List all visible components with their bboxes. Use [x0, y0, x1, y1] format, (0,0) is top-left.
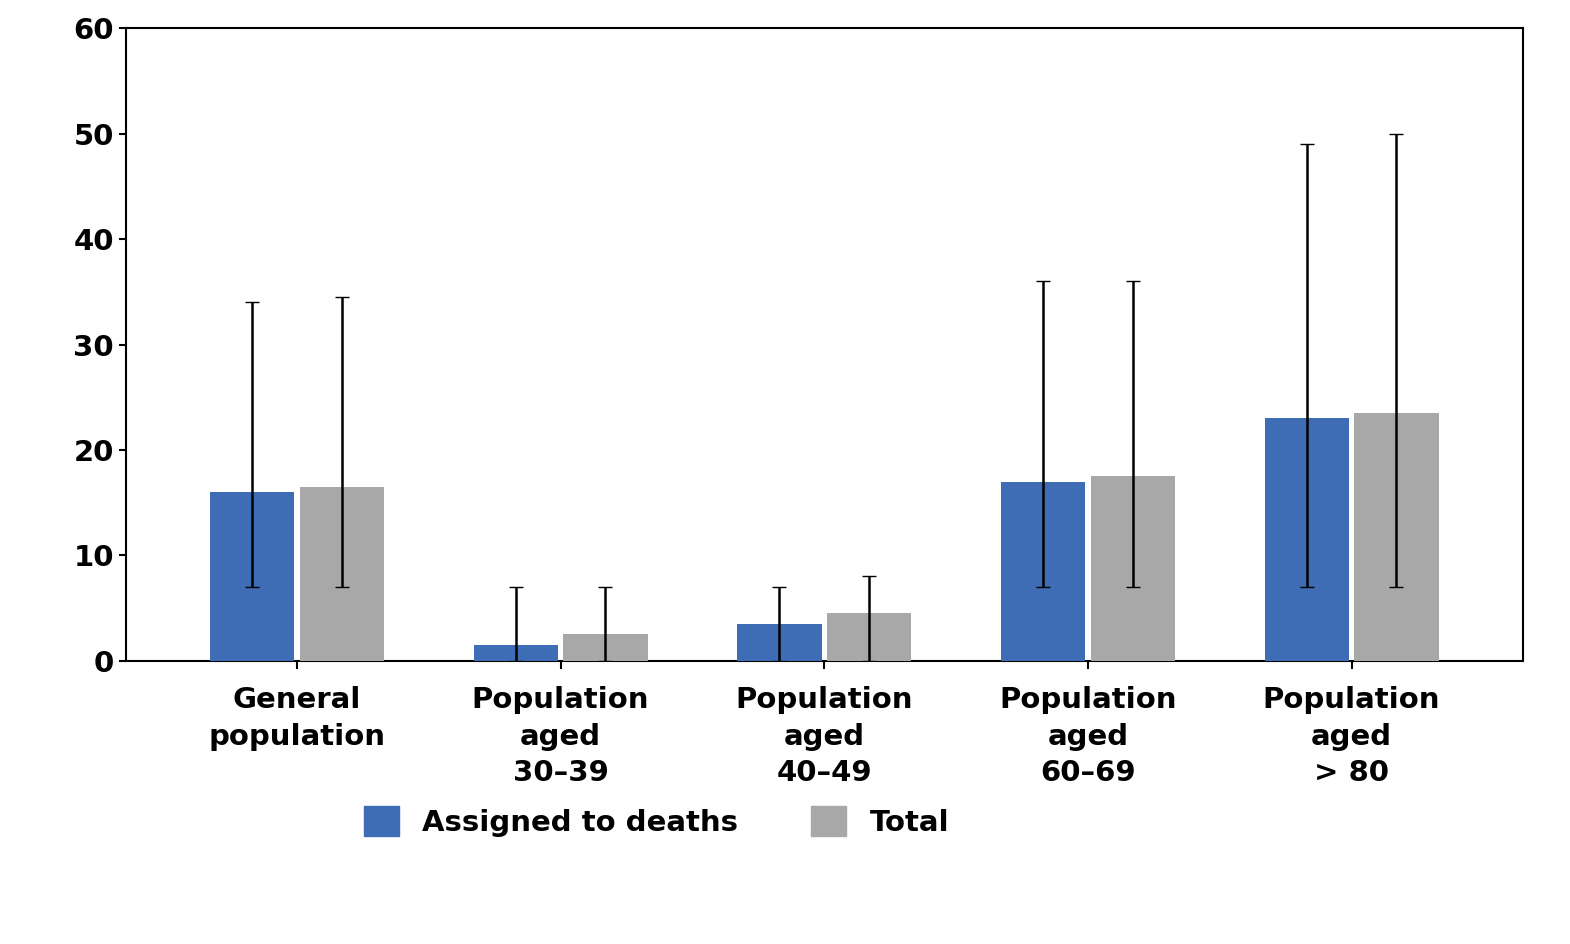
Bar — [1091, 477, 1174, 661]
Bar — [474, 645, 557, 661]
Legend: Assigned to deaths, Total: Assigned to deaths, Total — [352, 795, 961, 849]
Bar — [827, 614, 911, 661]
Bar — [564, 634, 647, 661]
Bar — [738, 624, 821, 661]
Bar — [210, 492, 294, 661]
Bar — [1264, 418, 1349, 661]
Bar — [300, 487, 385, 661]
Bar — [1002, 481, 1085, 661]
Bar — [1355, 413, 1438, 661]
